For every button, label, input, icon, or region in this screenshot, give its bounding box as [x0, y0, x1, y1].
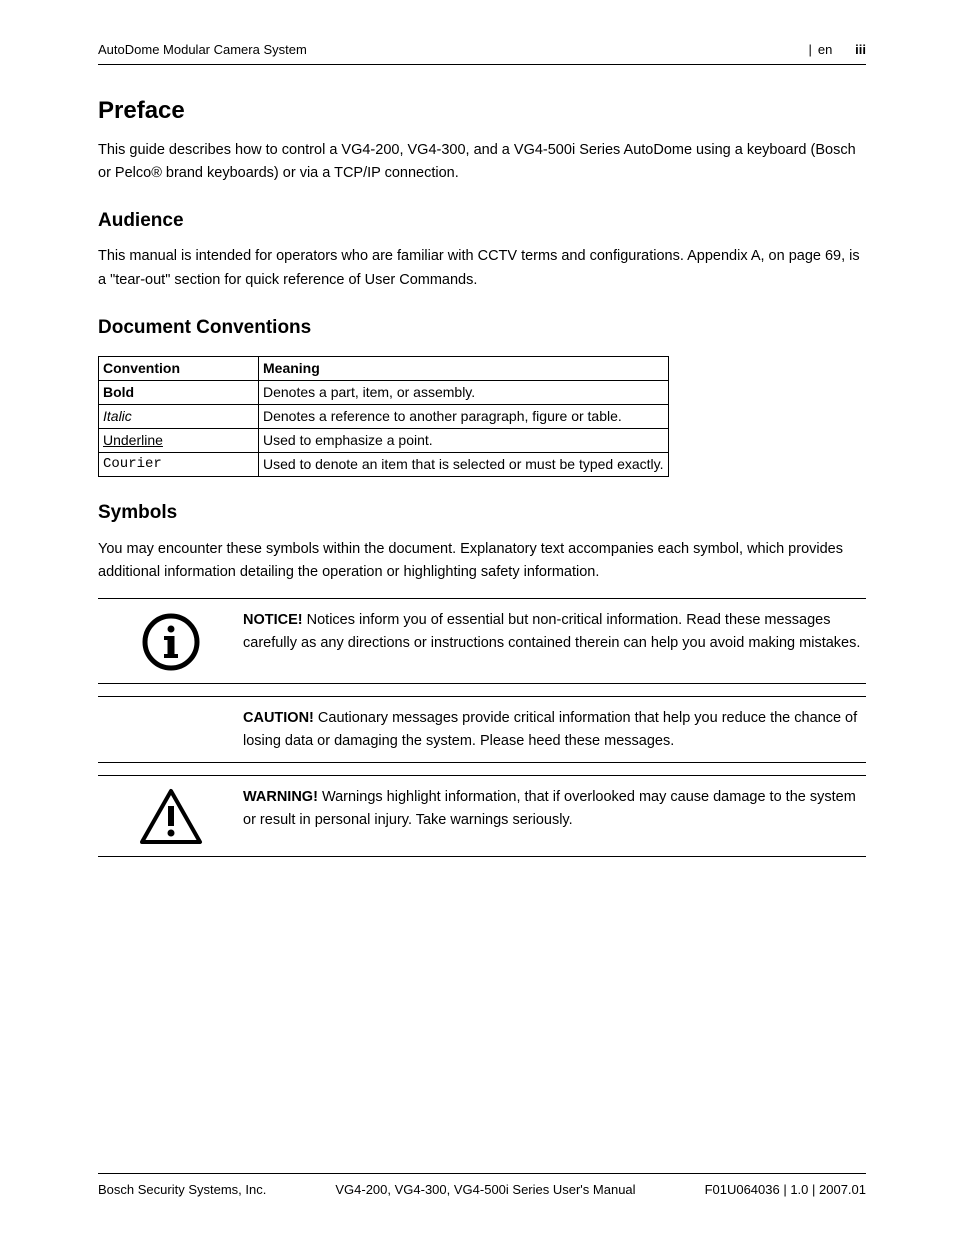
col-header-convention: Convention — [99, 357, 259, 381]
conventions-heading: Document Conventions — [98, 314, 866, 343]
cell-convention: Bold — [99, 381, 259, 405]
header-page-number: iii — [855, 40, 866, 60]
cell-meaning: Used to denote an item that is selected … — [259, 453, 669, 477]
cell-convention: Italic — [99, 405, 259, 429]
no-icon — [98, 707, 243, 709]
symbols-intro: You may encounter these symbols within t… — [98, 538, 866, 584]
header-title: AutoDome Modular Camera System — [98, 40, 307, 60]
symbols-heading: Symbols — [98, 499, 866, 528]
page-header: AutoDome Modular Camera System | en iii — [98, 40, 866, 65]
header-meta: | en iii — [808, 40, 866, 60]
notice-lead: NOTICE! — [243, 612, 303, 628]
page-footer: Bosch Security Systems, Inc. VG4-200, VG… — [98, 1173, 866, 1200]
table-row: Bold Denotes a part, item, or assembly. — [99, 381, 669, 405]
caution-lead: CAUTION! — [243, 710, 314, 726]
table-row: Italic Denotes a reference to another pa… — [99, 405, 669, 429]
notice-body: Notices inform you of essential but non-… — [243, 612, 860, 650]
header-lang: en — [818, 40, 832, 60]
caution-block: CAUTION! Cautionary messages provide cri… — [98, 696, 866, 763]
warning-text: WARNING! Warnings highlight information,… — [243, 786, 866, 831]
cell-meaning: Denotes a part, item, or assembly. — [259, 381, 669, 405]
footer-left: Bosch Security Systems, Inc. — [98, 1180, 266, 1200]
warning-icon — [98, 786, 243, 846]
info-icon — [98, 609, 243, 673]
preface-body: This guide describes how to control a VG… — [98, 139, 866, 185]
notice-block: NOTICE! Notices inform you of essential … — [98, 598, 866, 684]
warning-lead: WARNING! — [243, 789, 318, 805]
table-header-row: Convention Meaning — [99, 357, 669, 381]
table-row: Underline Used to emphasize a point. — [99, 429, 669, 453]
warning-block: WARNING! Warnings highlight information,… — [98, 775, 866, 857]
audience-body: This manual is intended for operators wh… — [98, 245, 866, 291]
caution-body: Cautionary messages provide critical inf… — [243, 710, 857, 748]
cell-meaning: Used to emphasize a point. — [259, 429, 669, 453]
preface-heading: Preface — [98, 93, 866, 129]
conventions-table: Convention Meaning Bold Denotes a part, … — [98, 356, 669, 477]
footer-right: F01U064036 | 1.0 | 2007.01 — [705, 1180, 866, 1200]
cell-convention: Underline — [99, 429, 259, 453]
cell-convention: Courier — [99, 453, 259, 477]
col-header-meaning: Meaning — [259, 357, 669, 381]
notice-text: NOTICE! Notices inform you of essential … — [243, 609, 866, 654]
cell-meaning: Denotes a reference to another paragraph… — [259, 405, 669, 429]
caution-text: CAUTION! Cautionary messages provide cri… — [243, 707, 866, 752]
footer-center: VG4-200, VG4-300, VG4-500i Series User's… — [335, 1180, 635, 1200]
warning-body: Warnings highlight information, that if … — [243, 789, 856, 827]
table-row: Courier Used to denote an item that is s… — [99, 453, 669, 477]
audience-heading: Audience — [98, 207, 866, 236]
